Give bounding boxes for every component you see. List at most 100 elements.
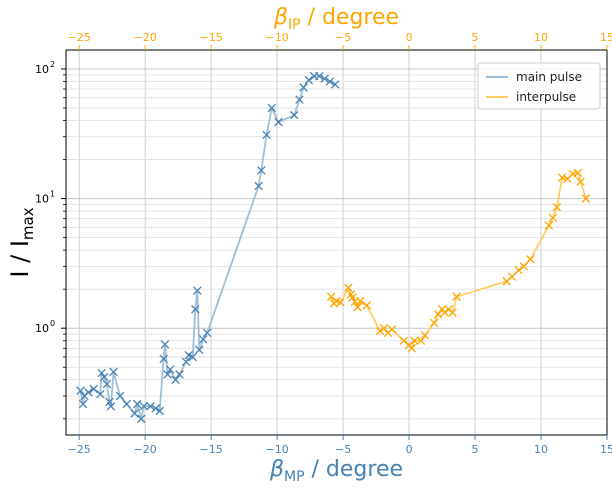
data-point [195,345,204,355]
data-point-stroke [136,414,146,424]
data-point-stroke [375,326,385,336]
data-point-stroke [336,298,345,307]
x-tick-label-bottom: −15 [200,443,223,456]
data-point [576,177,585,186]
data-point [348,293,357,302]
y-tick-label: 10 [35,193,49,206]
data-point-stroke [89,384,98,394]
data-point-stroke [325,77,335,86]
data-point-stroke [346,290,356,299]
x-tick-label-top: −15 [200,31,223,44]
data-point [581,194,591,203]
data-point-stroke [102,379,112,389]
data-point-stroke [97,368,106,378]
data-point-stroke [181,357,191,367]
data-point-stroke [576,177,585,186]
data-point-stroke [433,310,443,319]
data-point-stroke [132,399,142,409]
data-point [191,304,200,314]
x-tick-label-bottom: −5 [335,443,351,456]
x-tick-label-top: −25 [68,31,91,44]
data-point-stroke [416,336,426,346]
x-tick-label-top: −20 [134,31,157,44]
series-main-pulse [76,71,340,424]
data-point-stroke [202,328,212,338]
plot-frame [65,49,608,436]
data-point [109,367,118,377]
data-point-stroke [105,397,114,407]
data-point-stroke [299,83,308,92]
plot-series [76,71,591,424]
data-point [362,301,372,310]
data-point-stroke [568,169,577,179]
data-point-stroke [407,344,416,353]
data-point-stroke [420,331,430,340]
y-tick-label-exponent: 0 [50,319,55,328]
data-point [336,298,345,307]
data-point [514,265,523,275]
data-point-stroke [387,325,397,334]
data-point-stroke [139,401,149,411]
data-point [163,370,172,379]
data-point [410,336,419,346]
data-point-stroke [320,74,329,84]
data-point [420,331,430,340]
data-point-stroke [193,286,202,295]
data-point-stroke [159,354,168,364]
data-point [139,401,149,411]
data-point [102,379,112,389]
data-point [326,292,336,301]
data-point [274,117,283,127]
series-line [330,171,587,350]
data-point [353,303,362,312]
data-point [267,103,277,113]
data-point-stroke [557,173,567,182]
y-tick-label-exponent: 2 [50,60,55,69]
data-point-stroke [122,399,131,409]
data-point-stroke [96,389,105,399]
data-point [344,283,353,293]
data-point-stroke [452,292,461,301]
data-point [548,213,558,223]
data-point [146,401,155,411]
data-point-stroke [254,181,263,191]
data-point-stroke [274,117,283,127]
data-point [165,365,175,374]
data-point-stroke [332,296,341,306]
x-tick-label-top: 5 [472,31,479,44]
data-point [193,286,202,295]
data-point [416,336,426,346]
y-tick-label: 10 [35,322,49,335]
data-point-stroke [165,365,175,374]
data-point-stroke [84,388,93,397]
data-point [132,399,142,409]
data-point-stroke [514,265,523,275]
data-point [304,75,314,85]
data-point-stroke [379,323,389,333]
series-interpulse [326,168,591,353]
x-tick-label-bottom: −20 [134,443,157,456]
data-point-stroke [155,406,164,416]
data-point-stroke [198,335,208,344]
data-point-stroke [109,367,118,377]
data-point-stroke [348,293,357,302]
data-point-stroke [184,350,193,360]
data-point [151,404,160,413]
x-tick-label-bottom: −10 [266,443,289,456]
data-point [257,166,266,175]
data-point [171,375,180,385]
data-point-stroke [573,168,583,178]
data-point-stroke [410,336,419,346]
data-point-stroke [519,262,529,271]
data-point [96,389,105,399]
data-point-stroke [115,391,125,401]
data-point-stroke [106,401,116,411]
data-point [325,77,335,86]
x-axis-title-top: βIP / degree [273,5,399,33]
data-point [295,95,304,104]
data-point-stroke [267,103,277,113]
data-point-stroke [146,401,155,411]
data-point-stroke [100,372,109,382]
data-point-stroke [290,110,299,120]
